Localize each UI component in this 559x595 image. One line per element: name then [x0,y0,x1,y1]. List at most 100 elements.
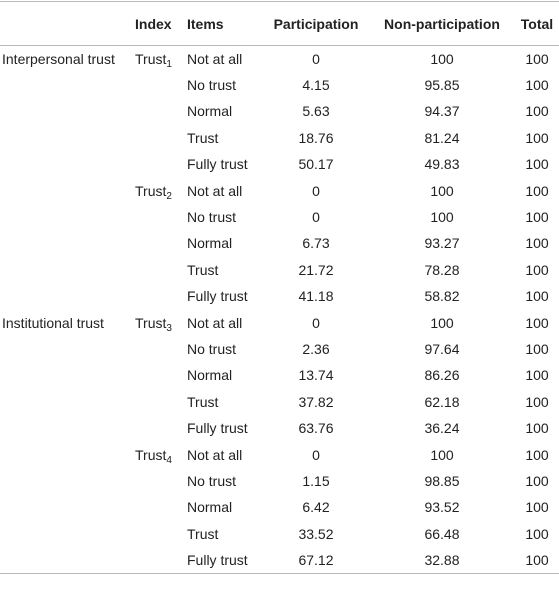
index-cell [133,468,185,494]
group-cell [0,389,133,415]
item-cell: Fully trust [187,288,248,305]
non-participation-cell: 93.27 [424,235,460,252]
non-participation-cell: 97.64 [424,340,460,357]
participation-cell: 6.73 [302,235,330,252]
index-cell [133,521,185,547]
non-participation-cell: 98.85 [424,472,460,489]
item-cell: Normal [187,499,233,516]
non-participation-cell: 78.28 [424,261,460,278]
header-cell: Items [185,1,263,46]
non-participation-cell: 36.24 [424,420,460,437]
participation-cell: 0 [312,50,320,67]
participation-cell: 63.76 [298,420,334,437]
non-participation-cell: 86.26 [424,367,460,384]
non-participation-cell: 95.85 [424,77,460,94]
participation-cell: 5.63 [302,103,330,120]
item-cell: No trust [187,209,237,226]
table-row: Normal 5.63 94.37 100 [0,98,559,124]
participation-cell: 2.36 [302,340,330,357]
index-cell [133,151,185,177]
index-cell [133,336,185,362]
table-header: Index Items Participation Non-participat… [0,1,559,46]
header-cell: Participation [263,1,369,46]
item-cell: Not at all [187,182,243,199]
item-cell: Fully trust [185,546,263,574]
item-cell: Trust [187,525,219,542]
item-cell: Normal [187,235,233,252]
participation-cell: 67.12 [263,546,369,574]
item-cell: Not at all [187,446,243,463]
table-row: Normal 6.42 93.52 100 [0,494,559,520]
total-cell: 100 [525,525,549,542]
participation-cell: 0 [312,446,320,463]
item-cell: Trust [187,393,219,410]
index-cell [133,257,185,283]
group-cell [0,204,133,230]
index-cell [133,546,185,574]
group-cell [0,98,133,124]
non-participation-cell: 100 [430,209,454,226]
index-subscript: 2 [166,190,172,202]
item-cell: Normal [187,367,233,384]
participation-cell: 50.17 [298,156,334,173]
table-row: Trust 37.82 62.18 100 [0,389,559,415]
group-cell [0,177,133,203]
group-cell: Interpersonal trust [0,46,133,72]
data-table: Index Items Participation Non-participat… [0,1,559,574]
index-cell [133,389,185,415]
non-participation-cell: 32.88 [369,546,515,574]
participation-cell: 1.15 [302,472,330,489]
table-row: Trust2 Not at all 0 100 100 [0,177,559,203]
table-row: Trust 18.76 81.24 100 [0,125,559,151]
index-cell [133,494,185,520]
total-cell: 100 [525,156,549,173]
table-row: Fully trust 67.12 32.88 100 [0,546,559,574]
group-cell [0,494,133,520]
group-cell [0,546,133,574]
participation-cell: 6.42 [302,499,330,516]
table-row: Trust4 Not at all 0 100 100 [0,441,559,467]
item-cell: Not at all [187,314,243,331]
table-row: Fully trust 41.18 58.82 100 [0,283,559,309]
total-cell: 100 [525,367,549,384]
participation-cell: 41.18 [298,288,334,305]
item-cell: Fully trust [187,420,248,437]
group-cell [0,415,133,441]
total-cell: 100 [525,182,549,199]
table-row: Interpersonal trust Trust1 Not at all 0 100 1… [0,46,559,72]
table-row: Fully trust 63.76 36.24 100 [0,415,559,441]
index-cell [133,72,185,98]
index-cell [133,204,185,230]
header-cell [0,1,133,46]
table-row: Institutional trust Trust3 Not at all 0 100 1… [0,309,559,335]
participation-cell: 21.72 [298,261,334,278]
header-cell: Total [515,1,559,46]
total-cell: 100 [525,103,549,120]
group-cell [0,468,133,494]
group-cell [0,230,133,256]
index-cell: Trust2 [133,177,185,203]
item-cell: Trust [187,261,219,278]
total-cell: 100 [525,50,549,67]
participation-cell: 0 [312,314,320,331]
table-row: Trust 21.72 78.28 100 [0,257,559,283]
table-row: No trust 4.15 95.85 100 [0,72,559,98]
index-subscript: 1 [166,58,172,70]
participation-cell: 0 [312,209,320,226]
index-subscript: 4 [166,454,172,466]
group-cell [0,336,133,362]
group-cell [0,72,133,98]
group-label: Institutional trust [2,314,104,331]
non-participation-cell: 100 [430,50,454,67]
index-subscript: 3 [166,322,172,334]
table-body: Interpersonal trust Trust 1 Not at all 0 100 1… [0,46,559,574]
index-cell: Trust4 [133,441,185,467]
index-base: Trust [135,446,167,463]
total-cell: 100 [525,209,549,226]
table-row: Normal 6.73 93.27 100 [0,230,559,256]
total-cell: 100 [525,261,549,278]
index-cell [133,98,185,124]
non-participation-cell: 100 [430,314,454,331]
header-cell: Index [133,1,185,46]
table-row: Trust 33.52 66.48 100 [0,521,559,547]
